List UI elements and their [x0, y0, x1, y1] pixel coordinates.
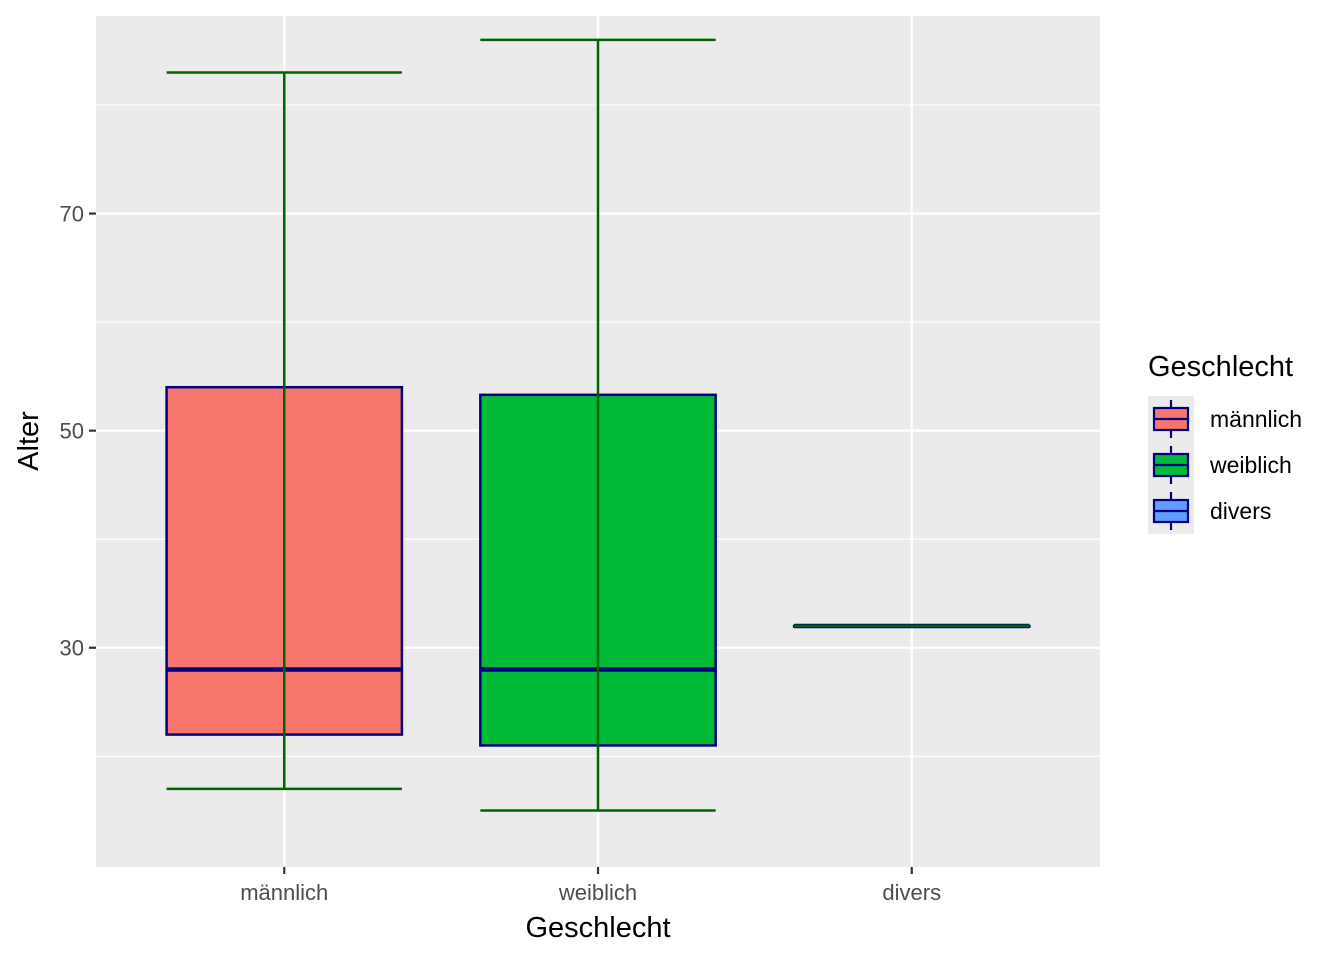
box-group	[165, 71, 404, 791]
x-axis: männlich weiblich divers	[240, 867, 941, 905]
legend-label: weiblich	[1209, 452, 1292, 478]
legend-item: weiblich	[1148, 442, 1292, 488]
box-group	[792, 623, 1031, 629]
box-group	[479, 38, 717, 812]
legend-label: männlich	[1210, 406, 1302, 432]
y-tick-label: 30	[60, 636, 84, 661]
x-tick-label: weiblich	[558, 880, 637, 905]
legend-item: divers	[1148, 488, 1271, 534]
y-tick-label: 70	[60, 202, 84, 227]
y-axis: 30 50 70	[60, 202, 96, 661]
legend-item: männlich	[1148, 396, 1302, 442]
x-tick-label: divers	[882, 880, 941, 905]
legend: Geschlecht männlich weiblich divers	[1148, 351, 1302, 534]
x-tick-label: männlich	[240, 880, 328, 905]
boxes	[165, 38, 1031, 812]
x-axis-title: Geschlecht	[525, 912, 670, 944]
y-tick-label: 50	[60, 419, 84, 444]
legend-label: divers	[1210, 498, 1271, 524]
legend-title: Geschlecht	[1148, 351, 1293, 383]
y-axis-title: Alter	[13, 411, 45, 471]
